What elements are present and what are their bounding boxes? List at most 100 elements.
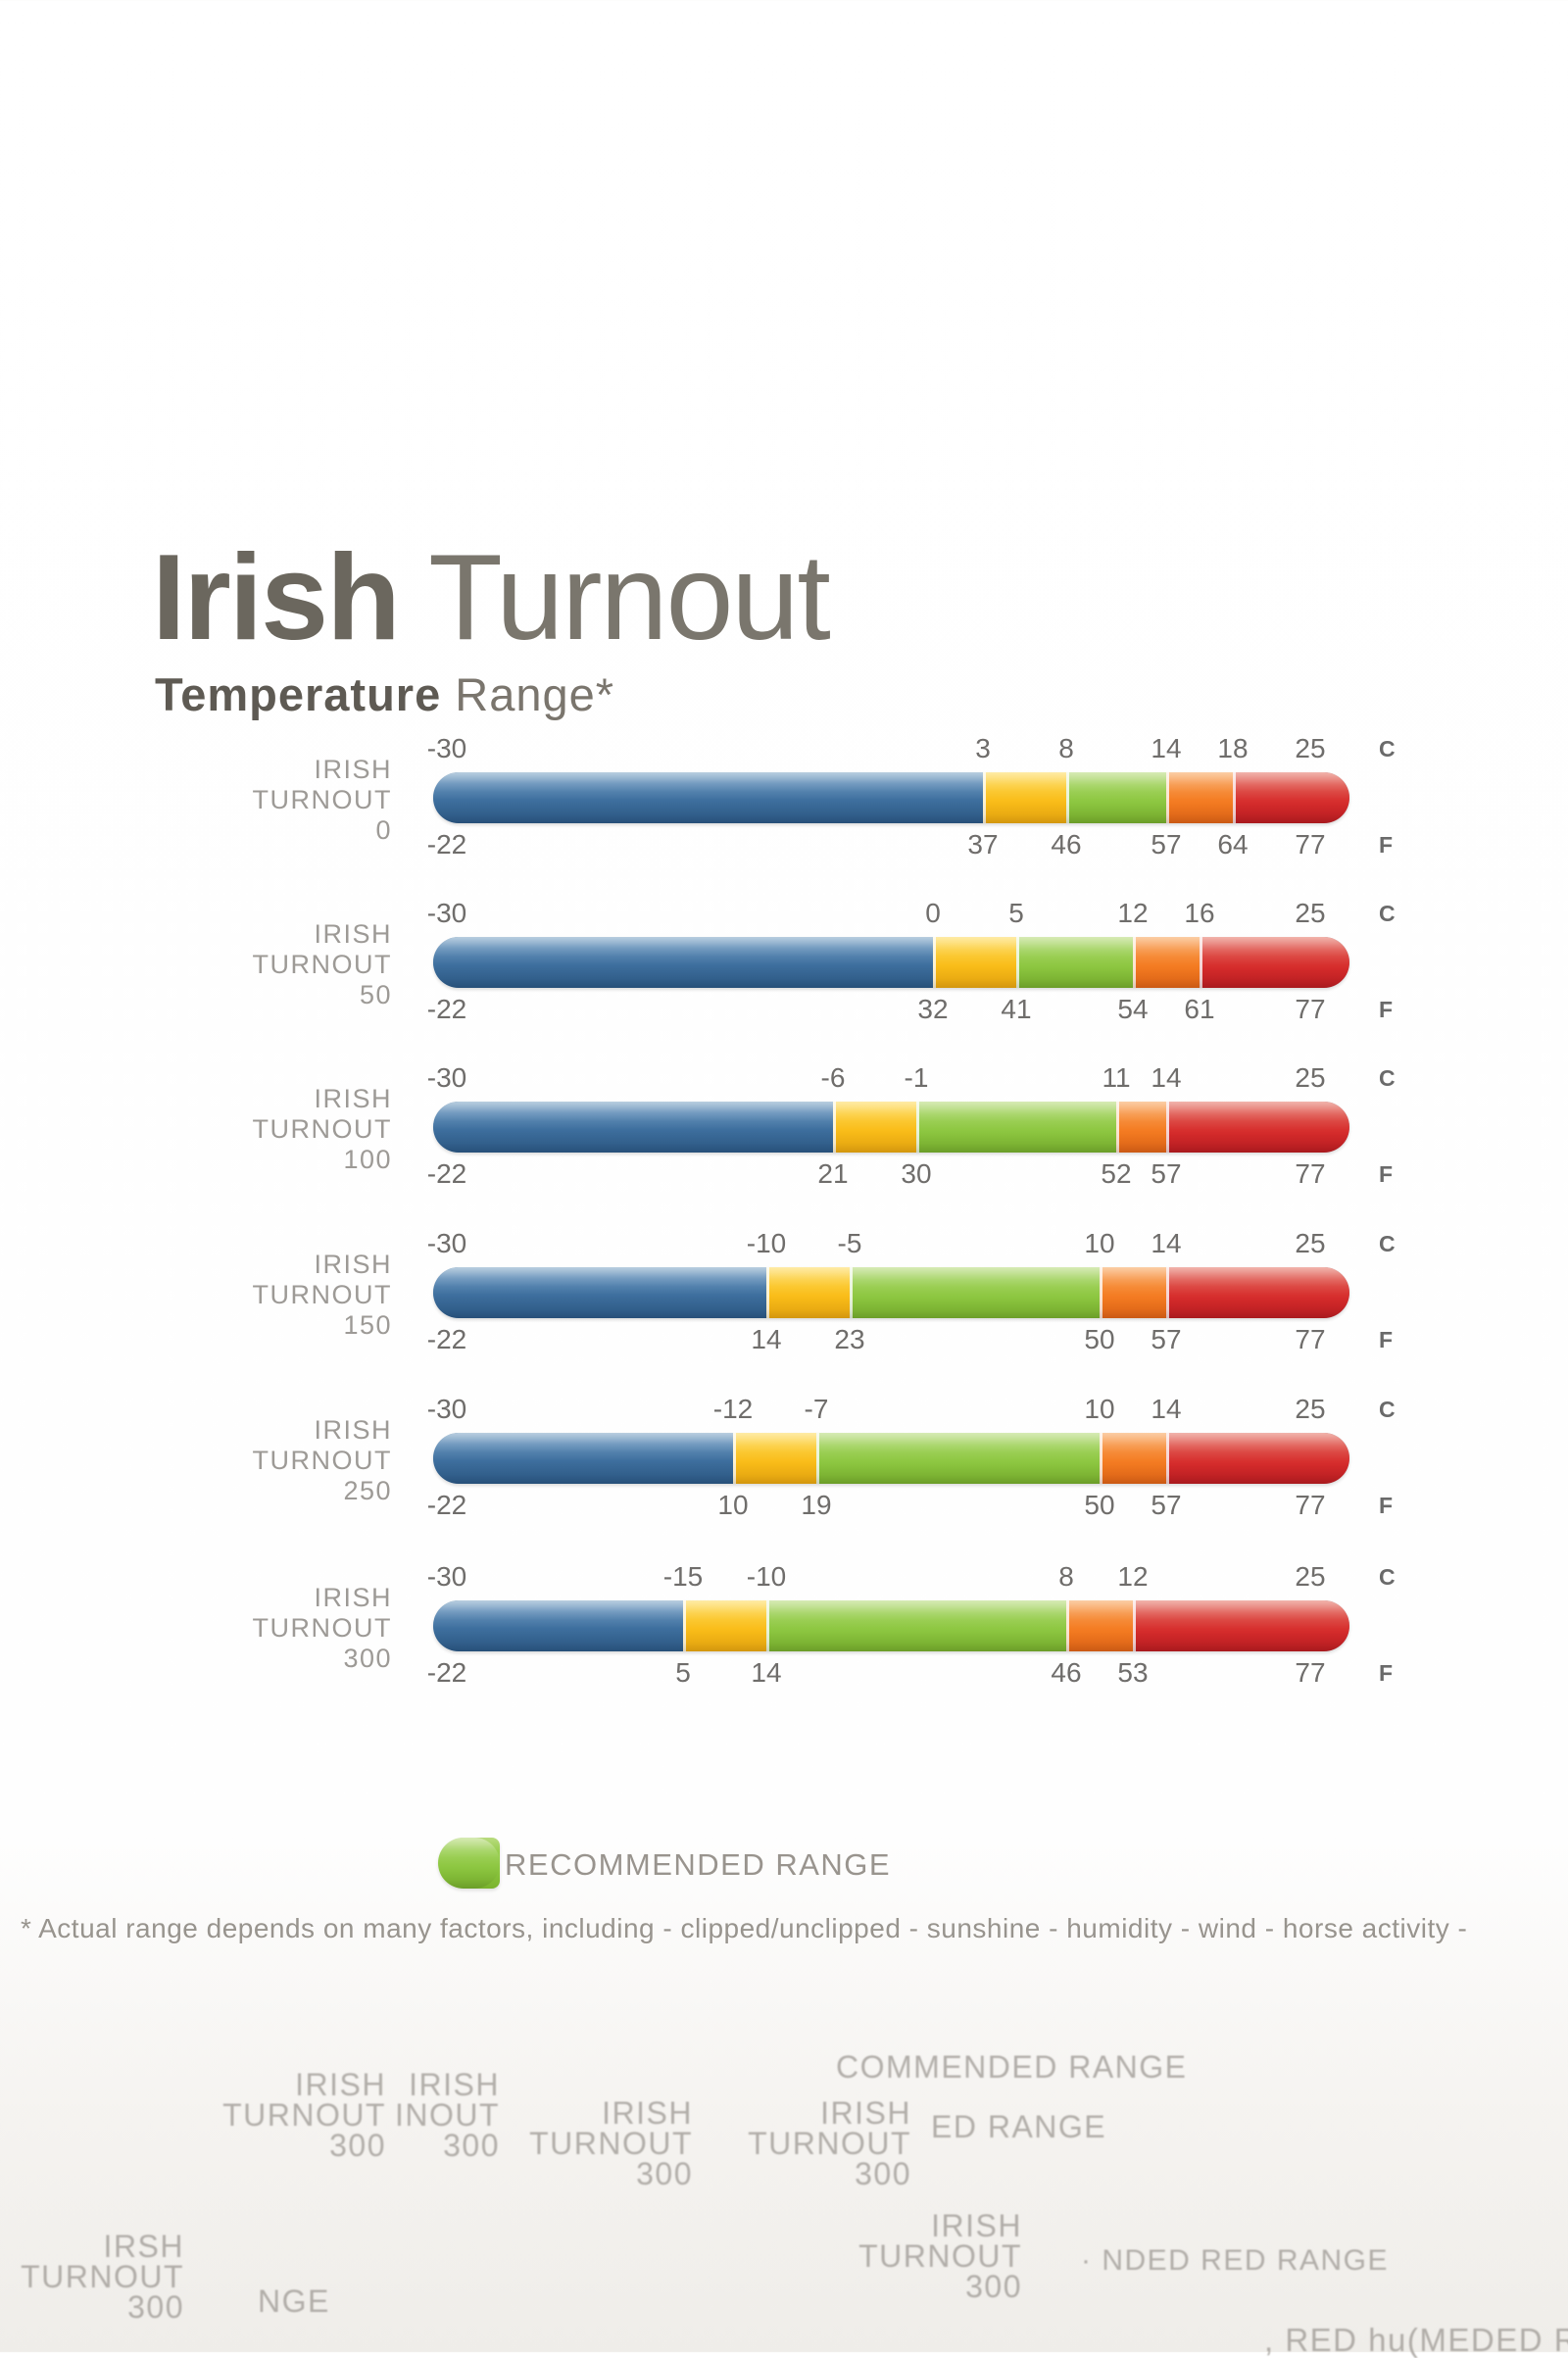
row-product-label: IRISH TURNOUT 100 xyxy=(88,1084,392,1175)
celsius-scale-label: 14 xyxy=(1151,733,1182,763)
bar-segment-green xyxy=(850,1267,1100,1318)
temperature-bar xyxy=(433,1267,1349,1318)
fahrenheit-scale-label: 77 xyxy=(1295,1657,1326,1688)
bar-segment-red xyxy=(1166,1102,1349,1153)
fahrenheit-unit-label: F xyxy=(1379,1660,1395,1686)
row-product-label: IRISH TURNOUT 150 xyxy=(88,1250,392,1341)
ghost-text: IRISH TURNOUT 300 xyxy=(748,2095,911,2191)
bar-segment-red xyxy=(1200,937,1349,988)
ghost-text-line: · NDED RED RANGE xyxy=(1081,2244,1390,2277)
row-product-label-line: TURNOUT xyxy=(252,1114,392,1144)
celsius-scale-label: -30 xyxy=(426,1228,467,1258)
row-product-label-line: IRISH xyxy=(314,1084,392,1113)
fahrenheit-scale-label: 61 xyxy=(1184,994,1215,1024)
fahrenheit-scale-label: -22 xyxy=(426,994,467,1024)
celsius-scale-label: 18 xyxy=(1217,733,1249,763)
fahrenheit-scale-label: 57 xyxy=(1151,1324,1182,1354)
bar-segment-green xyxy=(816,1433,1100,1484)
row-product-label-line: TURNOUT xyxy=(252,785,392,814)
celsius-unit-label: C xyxy=(1379,1231,1396,1256)
ghost-text: IRISH TURNOUT 300 xyxy=(858,2208,1022,2304)
bar-area: -30 -6 -1 11 14 25 C -22 21 30 52 57 77 F xyxy=(427,1062,1396,1189)
fahrenheit-scale-label: 77 xyxy=(1295,829,1326,860)
row-product-label-line: TURNOUT xyxy=(252,1280,392,1309)
celsius-scale-label: 14 xyxy=(1151,1062,1182,1093)
footnote: * Actual range depends on many factors, … xyxy=(21,1913,1468,1943)
bar-segment-blue xyxy=(433,937,933,988)
ghost-text-line: IRISH xyxy=(931,2208,1022,2243)
row-product-label: IRISH TURNOUT 250 xyxy=(88,1415,392,1506)
ghost-text-line: 300 xyxy=(855,2156,911,2191)
row-product-label-line: IRISH xyxy=(314,755,392,784)
row-product-label: IRISH TURNOUT 50 xyxy=(88,919,392,1010)
fahrenheit-scale-label: 53 xyxy=(1117,1657,1149,1688)
celsius-scale-label: -30 xyxy=(426,1062,467,1093)
ghost-text-line: TURNOUT xyxy=(222,2097,386,2133)
fahrenheit-scale-label: 52 xyxy=(1101,1158,1132,1189)
celsius-scale-label: 25 xyxy=(1295,1228,1326,1258)
celsius-scale-label: 0 xyxy=(925,898,941,928)
ghost-text-line: TURNOUT xyxy=(529,2126,693,2161)
celsius-scale-label: 25 xyxy=(1295,1394,1326,1424)
celsius-unit-label: C xyxy=(1379,1564,1396,1590)
bar-segment-blue xyxy=(433,1600,683,1651)
ghost-text: IRSH TURNOUT 300 xyxy=(21,2231,184,2323)
celsius-scale-label: 8 xyxy=(1058,733,1074,763)
temperature-bar xyxy=(433,772,1349,823)
fahrenheit-scale-label-row: -22 37 46 57 64 77 F xyxy=(427,829,1393,860)
bar-segment-green xyxy=(1016,937,1133,988)
ghost-text-line: IRISH xyxy=(295,2067,386,2102)
celsius-scale-label-row: -30 3 8 14 18 25 C xyxy=(427,733,1396,764)
bar-segment-blue xyxy=(433,1102,833,1153)
fahrenheit-scale-label-row: -22 21 30 52 57 77 F xyxy=(427,1158,1393,1190)
bar-segment-yellow xyxy=(766,1267,850,1318)
fahrenheit-scale-label: -22 xyxy=(426,1490,467,1520)
celsius-scale-label: 5 xyxy=(1008,898,1024,928)
ghost-text-line: IRISH xyxy=(820,2095,911,2131)
ghost-text: IRISH TURNOUT 300 xyxy=(529,2095,693,2189)
fahrenheit-scale-label: 50 xyxy=(1084,1490,1115,1520)
celsius-scale-label: -6 xyxy=(820,1062,846,1093)
fahrenheit-scale-label-row: -22 10 19 50 57 77 F xyxy=(427,1490,1393,1521)
fahrenheit-scale-label-row: -22 32 41 54 61 77 F xyxy=(427,994,1393,1025)
bar-segment-blue xyxy=(433,1267,766,1318)
bar-area: -30 3 8 14 18 25 C -22 37 46 57 64 77 F xyxy=(427,733,1396,860)
bar-area: -30 0 5 12 16 25 C -22 32 41 54 61 77 F xyxy=(427,898,1396,1024)
ghost-text-line: TURNOUT xyxy=(748,2126,911,2161)
fahrenheit-unit-label: F xyxy=(1379,1493,1395,1518)
bar-segment-orange xyxy=(1133,937,1200,988)
bar-segment-yellow xyxy=(933,937,1016,988)
fahrenheit-scale-label: 21 xyxy=(817,1158,849,1189)
ghost-text-line: TURNOUT xyxy=(21,2259,184,2294)
chart-subtitle-bold: Temperature xyxy=(155,668,442,720)
celsius-scale-label: -7 xyxy=(804,1394,829,1424)
celsius-scale-label: 8 xyxy=(1058,1561,1074,1592)
bar-segment-green xyxy=(1066,772,1166,823)
bar-area: -30 -15 -10 8 12 25 C -22 5 14 46 53 77 F xyxy=(427,1561,1396,1688)
fahrenheit-scale-label: 10 xyxy=(717,1490,749,1520)
ghost-text-line: NGE xyxy=(258,2284,330,2319)
page-title-light: Turnout xyxy=(398,530,831,666)
row-product-label: IRISH TURNOUT 0 xyxy=(88,755,392,846)
temperature-bar xyxy=(433,1600,1349,1651)
celsius-scale-label: -30 xyxy=(426,1394,467,1424)
fahrenheit-scale-label: 77 xyxy=(1295,1324,1326,1354)
row-product-label-line: TURNOUT xyxy=(252,1613,392,1643)
row-product-label-line: IRISH xyxy=(314,1250,392,1279)
temperature-bar xyxy=(433,937,1349,988)
celsius-scale-label: -30 xyxy=(426,733,467,763)
fahrenheit-scale-label: -22 xyxy=(426,829,467,860)
ghost-text-line: IRISH xyxy=(602,2095,693,2131)
celsius-scale-label: 10 xyxy=(1084,1228,1115,1258)
celsius-scale-label: 25 xyxy=(1295,733,1326,763)
ghost-text-line: 300 xyxy=(965,2269,1022,2304)
bar-segment-yellow xyxy=(983,772,1066,823)
bar-segment-orange xyxy=(1116,1102,1166,1153)
ghost-text: NGE xyxy=(258,2284,330,2319)
bar-segment-yellow xyxy=(833,1102,916,1153)
fahrenheit-scale-label: 46 xyxy=(1051,1657,1082,1688)
celsius-scale-label: 25 xyxy=(1295,898,1326,928)
bar-segment-blue xyxy=(433,772,983,823)
fahrenheit-scale-label: 77 xyxy=(1295,1158,1326,1189)
